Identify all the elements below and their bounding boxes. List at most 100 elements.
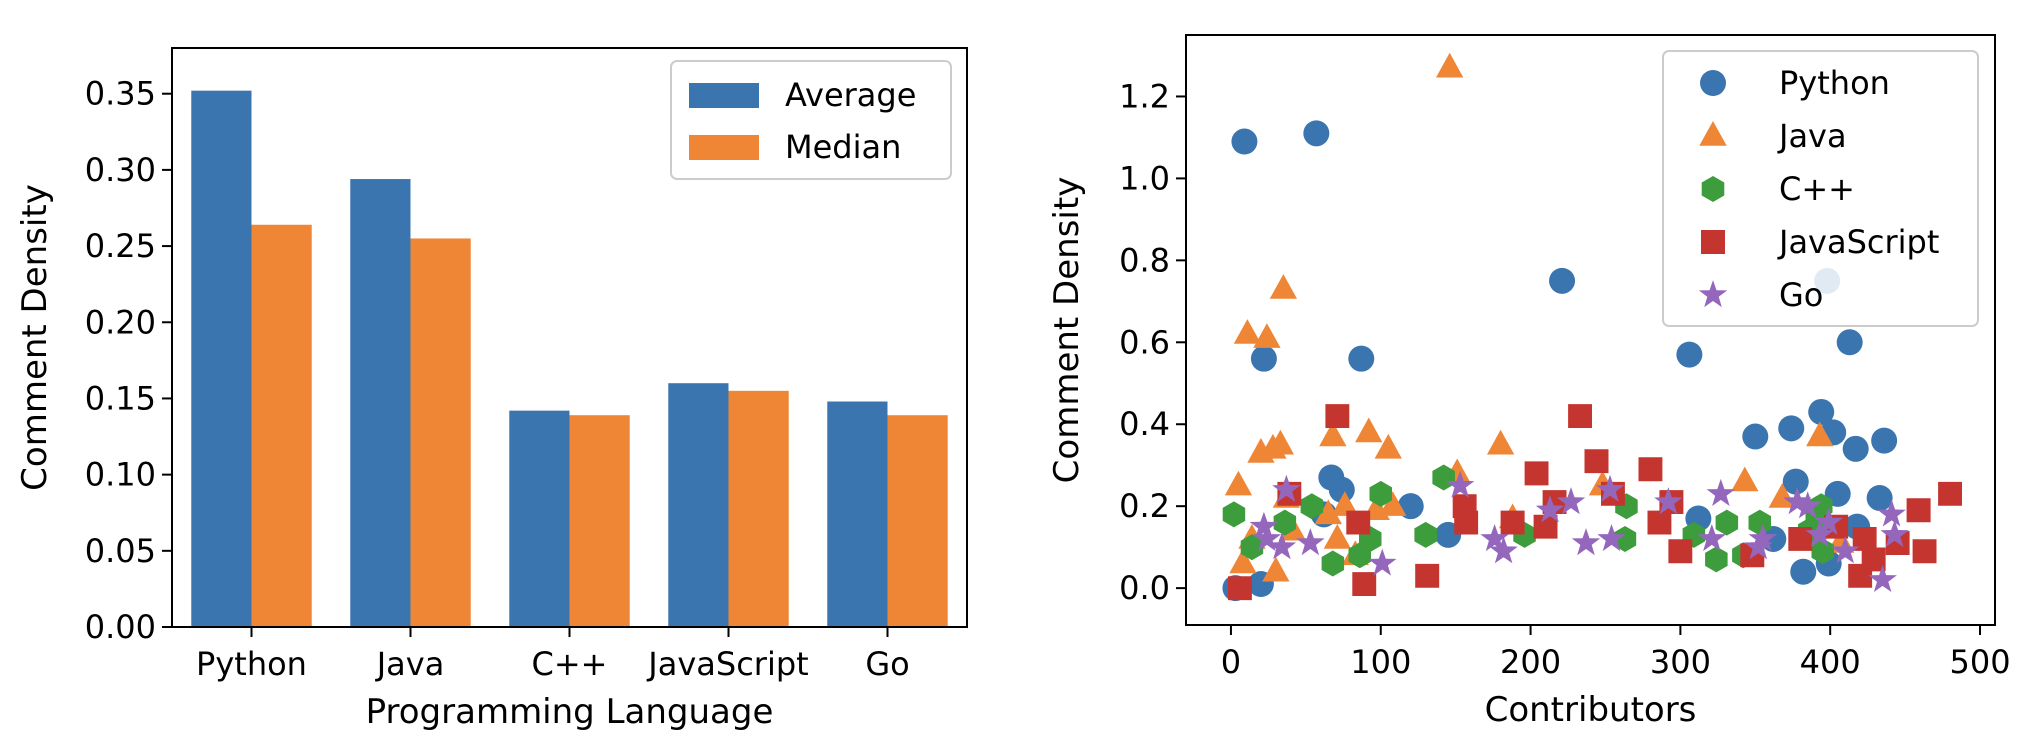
point-go-9 — [1535, 495, 1565, 523]
point-java-8 — [1266, 429, 1294, 455]
point-java-14 — [1323, 524, 1351, 549]
point-java-2 — [1233, 319, 1262, 344]
point-cpp-21 — [1811, 538, 1834, 565]
point-go-11 — [1571, 528, 1601, 556]
bar-average-0 — [191, 90, 252, 628]
x-tick-label: 100 — [1350, 643, 1411, 681]
point-java-5 — [1253, 323, 1281, 348]
point-javascript-23 — [1852, 527, 1877, 551]
point-cpp-20 — [1810, 493, 1833, 520]
x-tick-label: 300 — [1650, 643, 1711, 681]
point-javascript-0 — [1228, 576, 1252, 601]
point-javascript-4 — [1352, 572, 1377, 596]
legend-marker-java — [1699, 121, 1727, 146]
point-python-3 — [1250, 345, 1277, 372]
point-cpp-9 — [1432, 464, 1455, 491]
point-java-15 — [1331, 491, 1359, 516]
y-tick-label: 0.20 — [85, 303, 156, 341]
x-tick-label: Python — [196, 645, 307, 683]
x-tick-label: 200 — [1500, 643, 1561, 681]
legend-swatch-median — [689, 135, 759, 160]
point-java-13 — [1319, 421, 1347, 447]
plot-frame — [1185, 34, 1996, 626]
legend-marker-go — [1698, 280, 1728, 308]
scatter-chart-panel: 0.0 0.2 0.4 0.6 0.8 1.0 1.2 0 100 200 300 400 500 Con… — [1047, 34, 2011, 730]
bar-median-0 — [251, 224, 312, 627]
point-go-8 — [1489, 536, 1518, 564]
point-go-3 — [1272, 474, 1301, 502]
y-tick-label: 0.0 — [1119, 569, 1170, 607]
point-go-10 — [1556, 487, 1586, 515]
point-javascript-15 — [1638, 457, 1663, 482]
point-javascript-16 — [1647, 510, 1672, 535]
point-cpp-17 — [1748, 509, 1771, 536]
x-axis-label: Contributors — [1485, 690, 1697, 730]
point-cpp-3 — [1300, 493, 1324, 520]
point-python-11 — [1549, 267, 1576, 294]
point-python-18 — [1790, 558, 1817, 585]
point-go-14 — [1654, 487, 1683, 515]
x-tick-label: Go — [865, 645, 909, 683]
point-javascript-12 — [1568, 404, 1592, 428]
y-tick-label: 0.35 — [85, 75, 156, 113]
point-java-19 — [1374, 433, 1402, 459]
point-go-12 — [1595, 474, 1625, 502]
bar-median-3 — [728, 390, 789, 627]
point-go-21 — [1805, 519, 1834, 547]
point-javascript-3 — [1346, 510, 1371, 535]
legend-label-go: Go — [1779, 276, 1823, 314]
point-javascript-20 — [1788, 527, 1813, 551]
point-python-14 — [1742, 423, 1769, 450]
point-javascript-28 — [1938, 481, 1962, 506]
point-go-18 — [1748, 524, 1777, 552]
point-java-9 — [1269, 274, 1297, 299]
point-cpp-4 — [1321, 550, 1345, 577]
bar-average-3 — [668, 383, 729, 627]
point-javascript-27 — [1912, 539, 1937, 564]
x-tick-label: 400 — [1800, 643, 1861, 681]
bar-average-2 — [509, 410, 570, 627]
point-go-25 — [1877, 499, 1906, 527]
point-javascript-24 — [1861, 547, 1886, 572]
point-python-8 — [1348, 345, 1375, 372]
x-tick-label: 0 — [1221, 643, 1241, 681]
y-tick-label: 0.05 — [85, 532, 156, 570]
legend-swatch-average — [689, 83, 759, 108]
y-tick-label: 0.15 — [85, 379, 156, 417]
y-tick-label: 0.4 — [1119, 405, 1170, 443]
point-go-15 — [1697, 524, 1727, 552]
point-java-28 — [1806, 421, 1834, 447]
bar-chart-panel: 0.00 0.05 0.10 0.15 0.20 0.25 0.30 0.35 Python Ja… — [15, 47, 968, 732]
legend-label-javascript: JavaScript — [1777, 223, 1939, 261]
point-go-16 — [1706, 478, 1736, 506]
legend-marker-python — [1700, 70, 1726, 96]
bar-average-1 — [350, 179, 411, 627]
point-java-12 — [1314, 499, 1342, 525]
point-python-4 — [1303, 120, 1330, 147]
point-go-24 — [1868, 565, 1897, 592]
legend-marker-javascript — [1701, 230, 1725, 254]
legend-label-average: Average — [785, 76, 916, 114]
x-tick-label: C++ — [532, 645, 608, 683]
y-tick-label: 1.0 — [1119, 159, 1170, 197]
bar-median-4 — [887, 415, 948, 627]
point-java-7 — [1262, 556, 1290, 582]
point-python-12 — [1676, 341, 1703, 368]
point-go-20 — [1793, 491, 1822, 519]
point-cpp-15 — [1715, 509, 1739, 536]
point-cpp-8 — [1414, 521, 1437, 548]
point-go-2 — [1267, 532, 1297, 560]
point-java-26 — [1731, 466, 1759, 492]
point-java-0 — [1224, 470, 1253, 496]
point-go-7 — [1480, 524, 1509, 552]
point-javascript-9 — [1524, 461, 1549, 486]
y-tick-label: 0.10 — [85, 456, 156, 494]
point-go-1 — [1252, 524, 1282, 552]
point-python-7 — [1328, 476, 1355, 503]
x-tick-label: 500 — [1949, 643, 2010, 681]
point-javascript-2 — [1325, 404, 1350, 428]
point-go-4 — [1296, 528, 1325, 556]
point-python-24 — [1836, 329, 1863, 356]
legend-label-cpp: C++ — [1779, 170, 1855, 208]
